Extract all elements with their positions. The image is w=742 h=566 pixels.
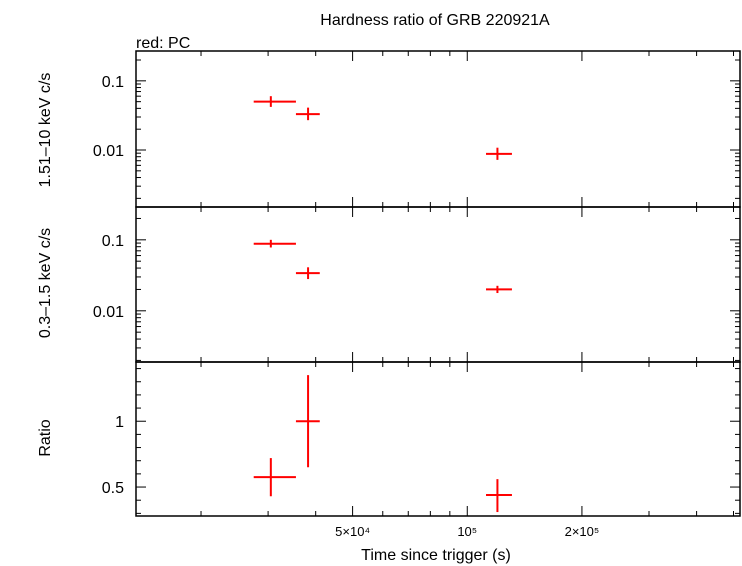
panel-1-frame	[135, 50, 741, 208]
panel-1-y-tick-label: 0.1	[102, 74, 124, 91]
x-tick-label: 2×10⁵	[565, 524, 600, 539]
panel-2-frame	[135, 206, 741, 363]
panel-1-y-axis-label: 1.51–10 keV c/s	[37, 73, 54, 188]
panel-2-y-axis-label: 0.3–1.5 keV c/s	[37, 228, 54, 338]
chart-subtitle: red: PC	[136, 35, 190, 52]
x-axis-label: Time since trigger (s)	[361, 547, 511, 564]
panel-1-y-tick-label: 0.01	[93, 143, 124, 160]
x-tick-label: 5×10⁴	[335, 524, 370, 539]
x-tick-label: 10⁵	[457, 524, 477, 539]
panel-2-y-tick-label: 0.1	[102, 233, 124, 250]
panel-3-y-tick-label: 1	[115, 414, 124, 431]
chart-title: Hardness ratio of GRB 220921A	[320, 12, 550, 29]
panel-3-frame	[135, 361, 741, 517]
plot-layer: 0.1 0.01 0.1 0.01 1 0.5 5×10⁴ 10⁵ 2×10⁵	[93, 50, 741, 539]
panel-3-y-tick-label: 0.5	[102, 480, 124, 497]
panel-3-y-axis-label: Ratio	[37, 419, 54, 456]
panel-2-y-tick-label: 0.01	[93, 304, 124, 321]
